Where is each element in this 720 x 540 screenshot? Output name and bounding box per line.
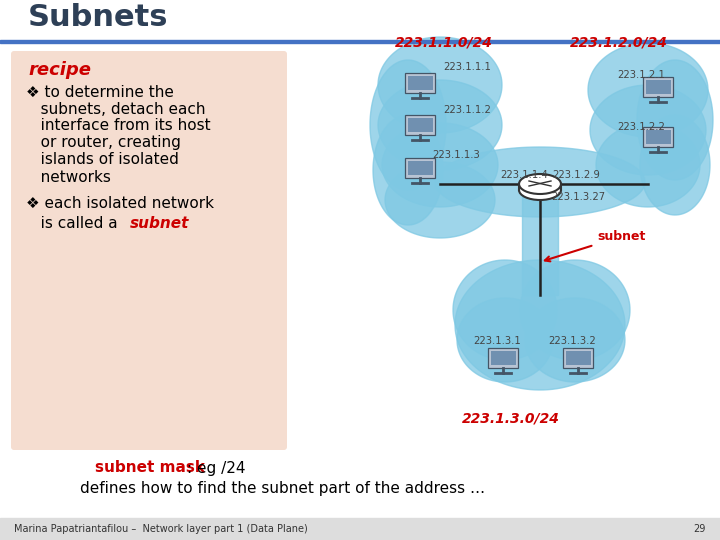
Text: : eg /24: : eg /24 xyxy=(187,461,246,476)
Polygon shape xyxy=(435,147,645,217)
FancyBboxPatch shape xyxy=(490,351,516,365)
Text: 223.1.2.0/24: 223.1.2.0/24 xyxy=(570,35,668,49)
Ellipse shape xyxy=(519,180,561,200)
Polygon shape xyxy=(457,298,553,382)
Text: 223.1.1.3: 223.1.1.3 xyxy=(432,150,480,160)
Bar xyxy=(0,518,720,540)
Text: 223.1.3.0/24: 223.1.3.0/24 xyxy=(462,411,560,425)
Text: subnet mask: subnet mask xyxy=(95,461,205,476)
Polygon shape xyxy=(588,43,708,137)
Text: Subnets: Subnets xyxy=(28,3,168,31)
FancyBboxPatch shape xyxy=(11,51,287,450)
Polygon shape xyxy=(520,260,630,360)
Text: 223.1.1.2: 223.1.1.2 xyxy=(443,105,491,115)
Text: subnet: subnet xyxy=(545,230,645,261)
Text: interface from its host: interface from its host xyxy=(26,118,211,133)
Text: 223.1.1.1: 223.1.1.1 xyxy=(443,62,491,72)
FancyBboxPatch shape xyxy=(565,351,590,365)
Text: 223.1.2.9: 223.1.2.9 xyxy=(552,170,600,180)
Text: is called a: is called a xyxy=(26,215,122,231)
Text: 223.1.1.4: 223.1.1.4 xyxy=(500,170,548,180)
Text: subnet: subnet xyxy=(130,215,189,231)
FancyBboxPatch shape xyxy=(408,118,433,132)
Text: 223.1.3.2: 223.1.3.2 xyxy=(548,336,595,346)
Polygon shape xyxy=(640,115,710,215)
Ellipse shape xyxy=(519,174,561,194)
Text: networks: networks xyxy=(26,170,111,185)
FancyBboxPatch shape xyxy=(408,76,433,90)
FancyBboxPatch shape xyxy=(646,130,670,144)
Text: 29: 29 xyxy=(693,524,706,534)
Polygon shape xyxy=(590,85,706,175)
Text: recipe: recipe xyxy=(28,61,91,79)
Polygon shape xyxy=(455,260,625,390)
Text: Marina Papatriantafilou –  Network layer part 1 (Data Plane): Marina Papatriantafilou – Network layer … xyxy=(14,524,307,534)
FancyBboxPatch shape xyxy=(408,161,433,175)
FancyBboxPatch shape xyxy=(643,77,673,97)
Bar xyxy=(0,40,720,43)
Text: defines how to find the subnet part of the address …: defines how to find the subnet part of t… xyxy=(80,481,485,496)
Polygon shape xyxy=(525,298,625,382)
Polygon shape xyxy=(453,260,557,360)
FancyBboxPatch shape xyxy=(405,115,435,135)
FancyBboxPatch shape xyxy=(643,127,673,147)
Polygon shape xyxy=(596,123,700,207)
Polygon shape xyxy=(373,115,443,225)
Text: islands of isolated: islands of isolated xyxy=(26,152,179,167)
Text: subnets, detach each: subnets, detach each xyxy=(26,102,205,117)
Polygon shape xyxy=(378,80,502,170)
Text: 223.1.3.27: 223.1.3.27 xyxy=(551,192,605,202)
Polygon shape xyxy=(370,60,446,190)
Text: ❖ to determine the: ❖ to determine the xyxy=(26,84,174,99)
Text: or router, creating: or router, creating xyxy=(26,136,181,151)
FancyBboxPatch shape xyxy=(405,73,435,93)
Polygon shape xyxy=(637,60,713,180)
Text: 223.1.3.1: 223.1.3.1 xyxy=(473,336,521,346)
Polygon shape xyxy=(378,37,502,133)
FancyBboxPatch shape xyxy=(646,80,670,94)
FancyBboxPatch shape xyxy=(563,348,593,368)
Text: 223.1.2.1: 223.1.2.1 xyxy=(617,70,665,80)
Text: 223.1.1.0/24: 223.1.1.0/24 xyxy=(395,35,493,49)
FancyBboxPatch shape xyxy=(405,158,435,178)
Polygon shape xyxy=(522,182,558,295)
FancyBboxPatch shape xyxy=(488,348,518,368)
Text: 223.1.2.2: 223.1.2.2 xyxy=(617,122,665,132)
Polygon shape xyxy=(385,162,495,238)
Polygon shape xyxy=(382,123,498,207)
Text: ❖ each isolated network: ❖ each isolated network xyxy=(26,195,214,211)
